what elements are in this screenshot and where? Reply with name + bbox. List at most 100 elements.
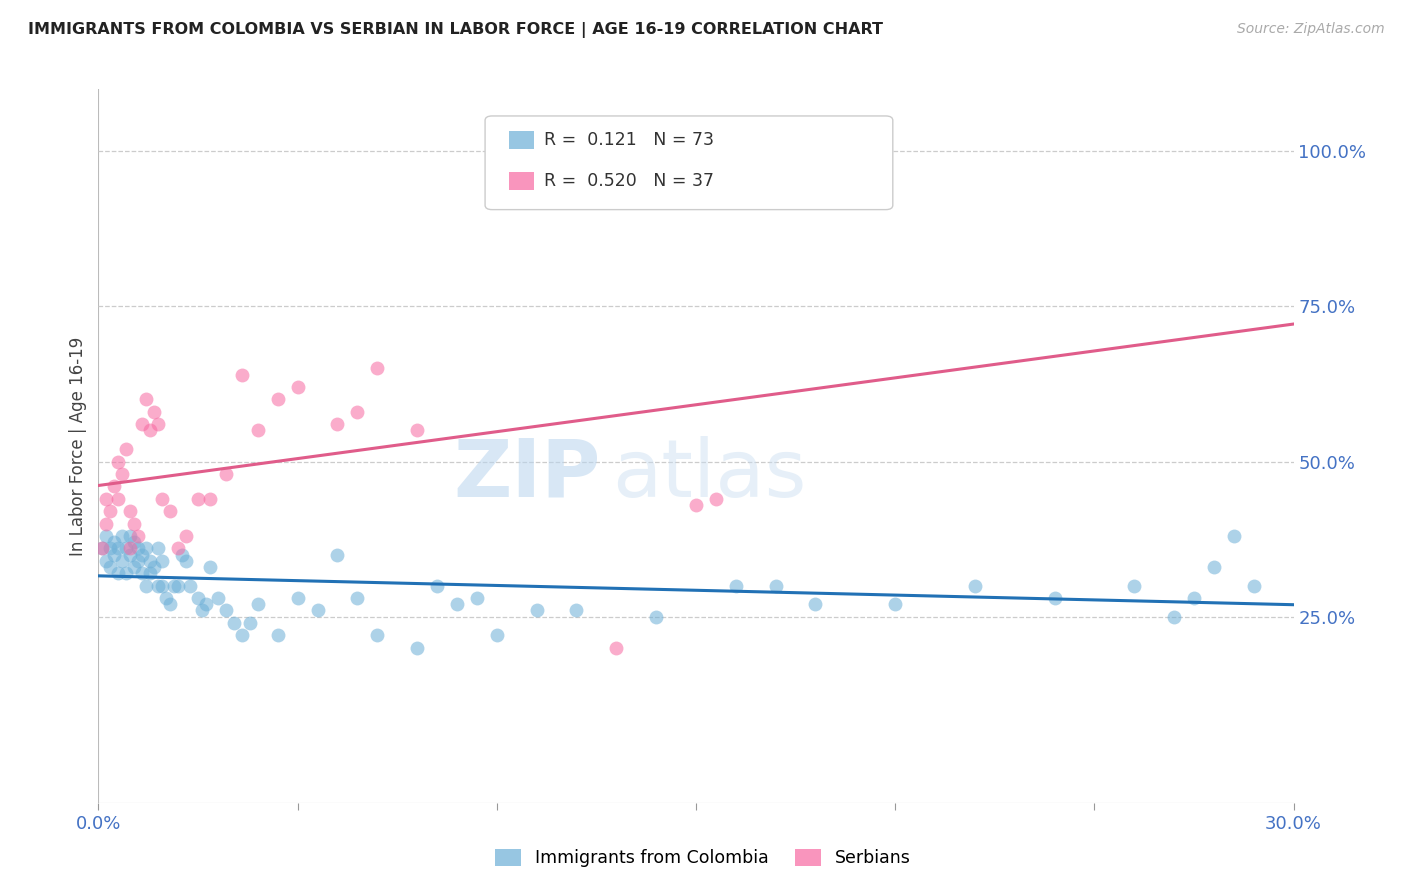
Text: R =  0.520   N = 37: R = 0.520 N = 37 xyxy=(544,172,714,190)
Point xyxy=(174,554,197,568)
Point xyxy=(1243,579,1265,593)
Point xyxy=(124,535,146,549)
Point xyxy=(131,566,153,581)
Point xyxy=(231,368,253,382)
Point xyxy=(139,554,162,568)
Point xyxy=(231,628,253,642)
Point xyxy=(1202,560,1225,574)
Point xyxy=(91,541,114,556)
Point xyxy=(426,579,449,593)
Point xyxy=(115,541,138,556)
Point xyxy=(107,454,129,468)
Point xyxy=(485,628,508,642)
Point xyxy=(127,541,149,556)
Point xyxy=(724,579,747,593)
Point xyxy=(107,541,129,556)
Point xyxy=(645,609,668,624)
Point xyxy=(267,628,290,642)
Point xyxy=(120,504,142,518)
Point xyxy=(685,498,707,512)
Point xyxy=(150,554,173,568)
Point xyxy=(91,541,114,556)
Y-axis label: In Labor Force | Age 16-19: In Labor Force | Age 16-19 xyxy=(69,336,87,556)
Point xyxy=(195,597,218,611)
Point xyxy=(565,603,588,617)
Point xyxy=(1123,579,1146,593)
Point xyxy=(100,541,122,556)
Point xyxy=(287,380,309,394)
Point xyxy=(139,424,162,438)
Point xyxy=(148,417,170,432)
Point xyxy=(100,560,122,574)
Point xyxy=(150,579,173,593)
Point xyxy=(222,615,245,630)
Point xyxy=(246,424,269,438)
Point xyxy=(120,529,142,543)
Point xyxy=(120,548,142,562)
Point xyxy=(107,566,129,581)
Point xyxy=(103,479,125,493)
Point xyxy=(159,504,181,518)
Point xyxy=(174,529,197,543)
Point xyxy=(131,548,153,562)
Point xyxy=(239,615,262,630)
Point xyxy=(124,516,146,531)
Text: Source: ZipAtlas.com: Source: ZipAtlas.com xyxy=(1237,22,1385,37)
Point xyxy=(307,603,329,617)
Point xyxy=(111,529,134,543)
Point xyxy=(155,591,177,605)
Point xyxy=(111,467,134,481)
Point xyxy=(172,548,194,562)
Point xyxy=(963,579,986,593)
Point xyxy=(163,579,186,593)
Point xyxy=(191,603,214,617)
Point xyxy=(215,603,238,617)
Point xyxy=(765,579,787,593)
Point xyxy=(159,597,181,611)
Point xyxy=(346,591,368,605)
Point xyxy=(406,640,429,655)
Point xyxy=(526,603,548,617)
Point xyxy=(724,132,747,146)
Point xyxy=(96,516,118,531)
Point xyxy=(127,529,149,543)
Text: IMMIGRANTS FROM COLOMBIA VS SERBIAN IN LABOR FORCE | AGE 16-19 CORRELATION CHART: IMMIGRANTS FROM COLOMBIA VS SERBIAN IN L… xyxy=(28,22,883,38)
Point xyxy=(143,560,166,574)
Point xyxy=(96,491,118,506)
Point xyxy=(111,554,134,568)
Point xyxy=(179,579,201,593)
Point xyxy=(198,491,221,506)
Point xyxy=(884,597,907,611)
Point xyxy=(1182,591,1205,605)
Point xyxy=(326,548,349,562)
Point xyxy=(143,405,166,419)
Point xyxy=(135,392,157,407)
Legend: Immigrants from Colombia, Serbians: Immigrants from Colombia, Serbians xyxy=(488,842,918,874)
Point xyxy=(406,424,429,438)
Point xyxy=(96,554,118,568)
Point xyxy=(115,442,138,456)
Point xyxy=(107,491,129,506)
Text: R =  0.121   N = 73: R = 0.121 N = 73 xyxy=(544,131,714,149)
Point xyxy=(187,591,209,605)
Point xyxy=(704,491,727,506)
Point xyxy=(115,566,138,581)
Point xyxy=(605,640,627,655)
Point xyxy=(96,529,118,543)
Point xyxy=(215,467,238,481)
Point xyxy=(366,361,388,376)
Point xyxy=(131,417,153,432)
Point xyxy=(150,491,173,506)
Point xyxy=(135,579,157,593)
Point xyxy=(1163,609,1185,624)
Point xyxy=(100,504,122,518)
Point xyxy=(366,628,388,642)
Point xyxy=(246,597,269,611)
Point xyxy=(120,541,142,556)
Text: ZIP: ZIP xyxy=(453,435,600,514)
Point xyxy=(167,541,190,556)
Point xyxy=(167,579,190,593)
Point xyxy=(267,392,290,407)
Point xyxy=(1043,591,1066,605)
Point xyxy=(198,560,221,574)
